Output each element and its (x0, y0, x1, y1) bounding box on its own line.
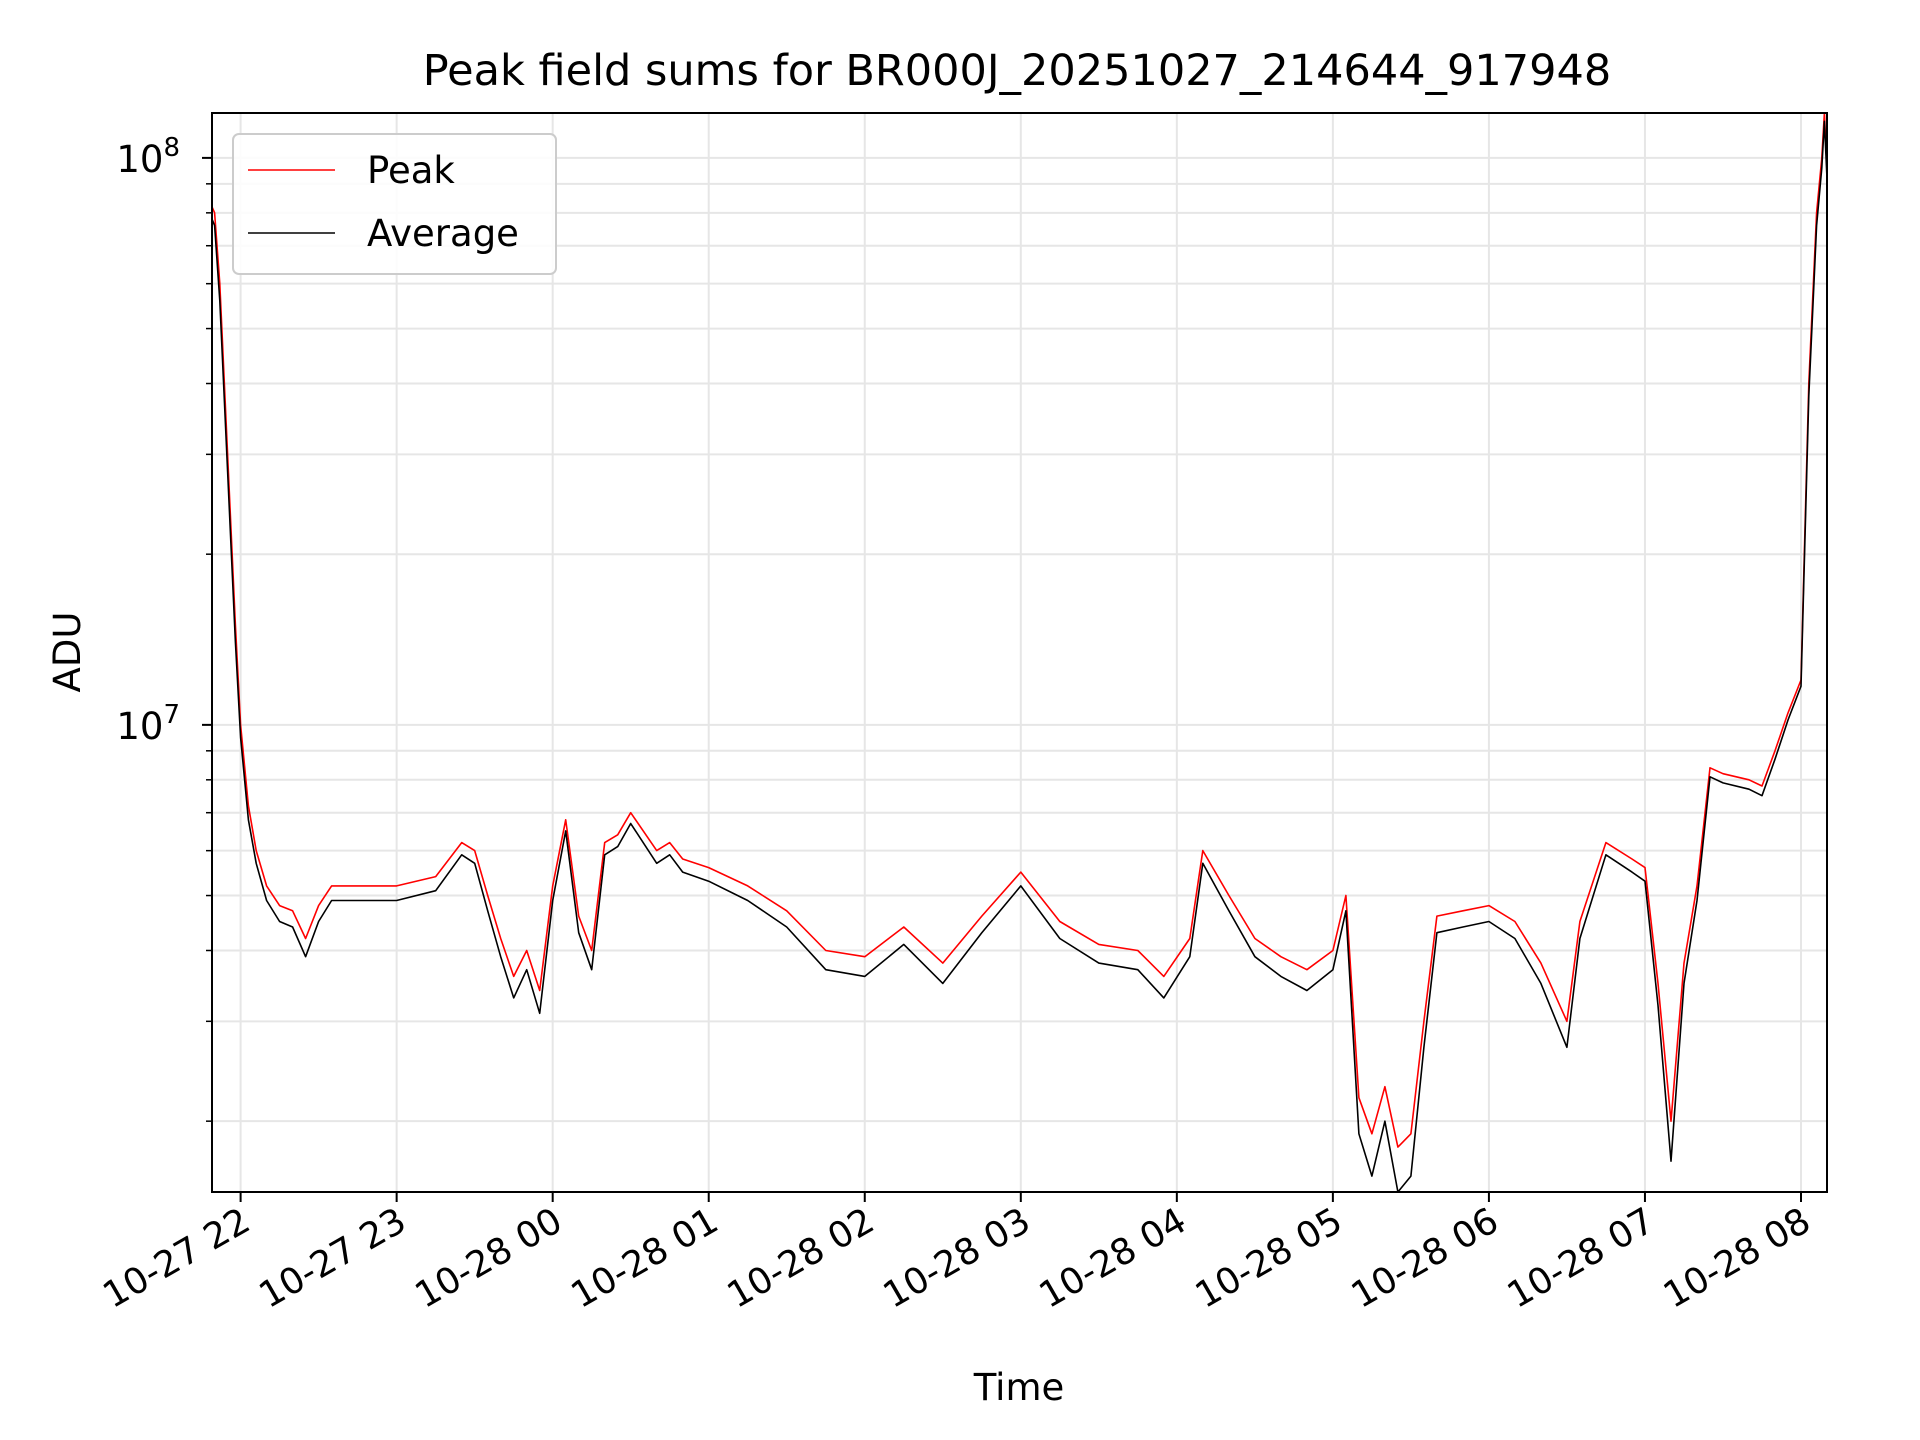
legend-label-peak: Peak (367, 149, 455, 192)
chart-title: Peak field sums for BR000J_20251027_2146… (423, 46, 1611, 96)
legend-box (232, 133, 557, 275)
series-group (211, 112, 1828, 1193)
y-tick-label: 107 (116, 700, 180, 748)
plot-frame (211, 112, 1828, 1193)
series-line-average (211, 120, 1828, 1193)
legend: Peak Average (232, 133, 557, 275)
y-axis: 107 108 (116, 133, 212, 1122)
y-tick-label: 108 (116, 133, 180, 181)
x-axis-label: Time (973, 1366, 1065, 1409)
legend-label-average: Average (367, 212, 519, 255)
series-line-peak (211, 112, 1828, 1148)
y-axis-label: ADU (46, 612, 89, 693)
grid (212, 113, 1827, 1192)
